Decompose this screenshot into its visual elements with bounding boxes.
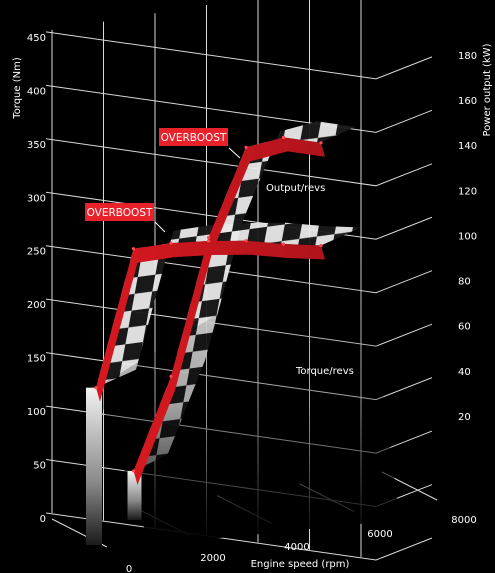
gridline-torque bbox=[45, 31, 433, 80]
left-axis-title: Torque (Nm) bbox=[12, 57, 23, 120]
left-tick-label: 400 bbox=[27, 86, 46, 97]
overboost-badge-torque-box bbox=[85, 203, 154, 221]
overboost-badge-torque: OVERBOOST bbox=[85, 203, 166, 233]
left-tick-label: 150 bbox=[27, 354, 46, 365]
x-axis-title: Engine speed (rpm) bbox=[251, 559, 350, 570]
power-data-point bbox=[281, 135, 286, 139]
overboost-leader-torque bbox=[154, 221, 166, 233]
torque-surface bbox=[96, 222, 361, 388]
overboost-leader-power bbox=[228, 147, 241, 159]
overboost-badge-power: OVERBOOST bbox=[159, 128, 241, 159]
gridline-torque bbox=[45, 138, 433, 187]
torque-data-point bbox=[169, 241, 173, 245]
left-tick-label: 200 bbox=[27, 300, 46, 311]
power-data-point bbox=[169, 374, 173, 379]
power-data-point bbox=[206, 235, 211, 240]
surface-fade bbox=[96, 227, 400, 545]
torque-data-point bbox=[281, 242, 286, 246]
series-label-output: Output/revs bbox=[266, 183, 325, 194]
x-tick-label: 6000 bbox=[367, 529, 392, 540]
right-tick-label: 20 bbox=[458, 412, 471, 423]
torque-data-point bbox=[319, 243, 323, 248]
left-tick-label: 0 bbox=[40, 514, 46, 525]
gridline-torque bbox=[45, 84, 433, 133]
power-data-point bbox=[319, 141, 323, 145]
left-tick-label: 450 bbox=[27, 33, 46, 44]
data-surfaces bbox=[86, 121, 400, 545]
x-tick-label: 0 bbox=[126, 564, 132, 573]
right-tick-label: 140 bbox=[458, 141, 477, 152]
right-tick-label: 120 bbox=[458, 186, 477, 197]
left-tick-label: 350 bbox=[27, 140, 46, 151]
x-tick-label: 8000 bbox=[451, 515, 476, 526]
left-tick-label: 250 bbox=[27, 247, 46, 258]
power-curve-ribbon bbox=[133, 137, 325, 485]
tick-labels: 0 50 100 150 200 250 300 350 400 450 20 40 60 80 100 12… bbox=[27, 33, 477, 573]
gridline-torque bbox=[45, 191, 433, 240]
torque-data-point bbox=[94, 386, 98, 390]
left-tick-label: 300 bbox=[27, 193, 46, 204]
overboost-badge-power-box bbox=[159, 128, 228, 146]
torque-data-point bbox=[244, 239, 248, 243]
right-tick-label: 80 bbox=[458, 277, 471, 288]
right-tick-label: 40 bbox=[458, 367, 471, 378]
torque-data-point bbox=[131, 247, 136, 251]
power-data-point bbox=[131, 469, 136, 473]
left-tick-label: 100 bbox=[27, 407, 46, 418]
overboost-badge-torque-text: OVERBOOST bbox=[87, 207, 153, 219]
torque-curve-ribbon bbox=[96, 240, 325, 402]
overboost-badge-power-text: OVERBOOST bbox=[161, 132, 227, 144]
right-axis-title: Power output (kW) bbox=[482, 43, 493, 136]
series-label-torque: Torque/revs bbox=[295, 366, 354, 377]
x-tick-label: 2000 bbox=[200, 553, 225, 564]
torque-start-pillar bbox=[86, 387, 102, 545]
x-tick-label: 4000 bbox=[284, 542, 309, 553]
right-tick-label: 160 bbox=[458, 96, 477, 107]
right-tick-label: 180 bbox=[458, 51, 477, 62]
power-data-point bbox=[244, 145, 248, 149]
torque-data-point bbox=[206, 239, 211, 243]
right-tick-label: 100 bbox=[458, 231, 477, 242]
right-tick-label: 60 bbox=[458, 322, 471, 333]
left-tick-label: 50 bbox=[33, 461, 46, 472]
